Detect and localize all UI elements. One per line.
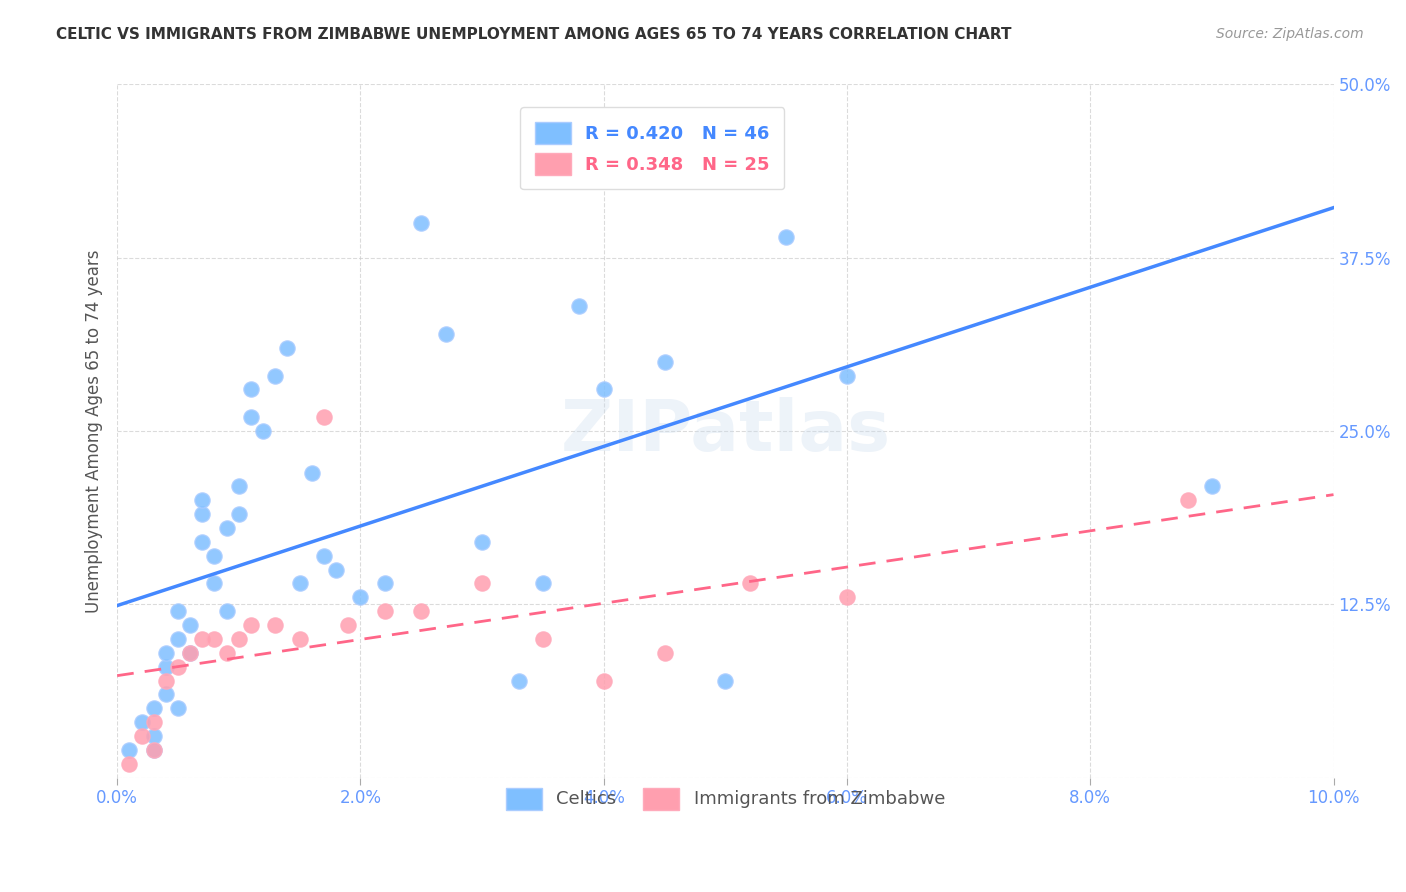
Text: CELTIC VS IMMIGRANTS FROM ZIMBABWE UNEMPLOYMENT AMONG AGES 65 TO 74 YEARS CORREL: CELTIC VS IMMIGRANTS FROM ZIMBABWE UNEMP… [56, 27, 1012, 42]
Point [471, 576, 494, 591]
Point [264, 618, 287, 632]
Point [617, 133, 640, 147]
Text: Source: ZipAtlas.com: Source: ZipAtlas.com [1216, 27, 1364, 41]
Point [240, 383, 263, 397]
Point [228, 507, 250, 521]
Point [142, 729, 165, 743]
Point [228, 632, 250, 646]
Point [142, 743, 165, 757]
Point [654, 646, 676, 660]
Point [167, 701, 190, 715]
Point [714, 673, 737, 688]
Point [142, 743, 165, 757]
Point [167, 632, 190, 646]
Point [131, 715, 153, 730]
Point [131, 729, 153, 743]
Point [508, 673, 530, 688]
Point [155, 673, 177, 688]
Point [312, 549, 335, 563]
Point [191, 535, 214, 549]
Point [204, 632, 226, 646]
Point [264, 368, 287, 383]
Point [374, 576, 396, 591]
Point [191, 632, 214, 646]
Point [215, 604, 238, 618]
Point [592, 383, 614, 397]
Point [301, 466, 323, 480]
Point [411, 216, 433, 230]
Point [592, 673, 614, 688]
Point [1201, 479, 1223, 493]
Point [204, 549, 226, 563]
Point [179, 618, 201, 632]
Point [179, 646, 201, 660]
Point [654, 354, 676, 368]
Text: ZIPatlas: ZIPatlas [560, 397, 890, 466]
Point [252, 424, 274, 438]
Point [118, 756, 141, 771]
Point [775, 230, 797, 244]
Point [531, 576, 554, 591]
Point [179, 646, 201, 660]
Point [155, 659, 177, 673]
Point [142, 715, 165, 730]
Point [240, 410, 263, 425]
Point [228, 479, 250, 493]
Legend: Celtics, Immigrants from Zimbabwe: Celtics, Immigrants from Zimbabwe [491, 773, 960, 824]
Point [155, 646, 177, 660]
Point [288, 576, 311, 591]
Point [240, 618, 263, 632]
Point [204, 576, 226, 591]
Point [434, 326, 457, 341]
Point [215, 521, 238, 535]
Point [288, 632, 311, 646]
Point [167, 659, 190, 673]
Point [325, 563, 347, 577]
Point [215, 646, 238, 660]
Point [568, 299, 591, 313]
Point [349, 591, 371, 605]
Point [531, 632, 554, 646]
Point [118, 743, 141, 757]
Point [835, 591, 858, 605]
Point [374, 604, 396, 618]
Y-axis label: Unemployment Among Ages 65 to 74 years: Unemployment Among Ages 65 to 74 years [86, 249, 103, 613]
Point [142, 701, 165, 715]
Point [835, 368, 858, 383]
Point [738, 576, 761, 591]
Point [312, 410, 335, 425]
Point [155, 687, 177, 701]
Point [191, 493, 214, 508]
Point [191, 507, 214, 521]
Point [337, 618, 360, 632]
Point [411, 604, 433, 618]
Point [1177, 493, 1199, 508]
Point [167, 604, 190, 618]
Point [471, 535, 494, 549]
Point [276, 341, 298, 355]
